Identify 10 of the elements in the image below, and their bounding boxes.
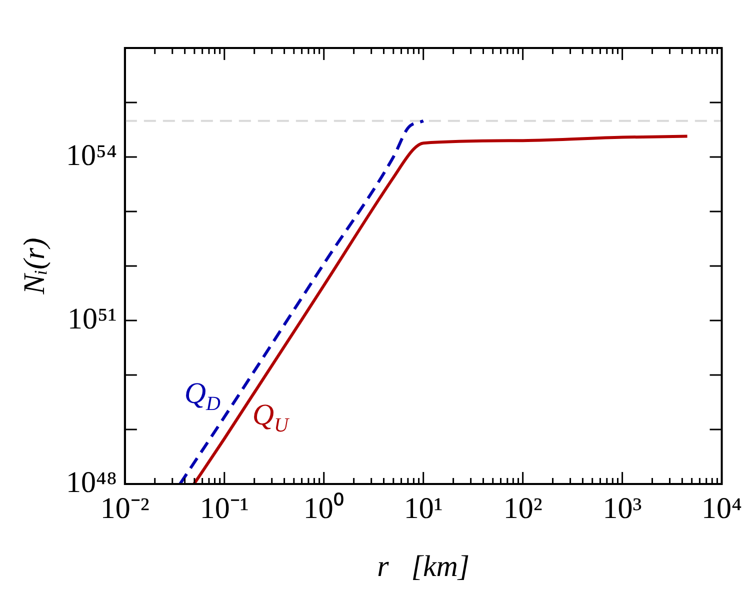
x-tick-label: 10⁰	[303, 492, 344, 525]
x-tick-label: 10³	[602, 492, 642, 525]
x-tick-label: 10⁻¹	[200, 492, 249, 525]
x-tick-label: 10⁴	[702, 492, 742, 525]
x-tick-label: 10²	[503, 492, 542, 525]
y-tick-label: 10⁵¹	[67, 302, 117, 336]
x-axis-title: r [km]	[377, 550, 470, 583]
y-axis-title: Nᵢ(r)	[18, 238, 51, 296]
y-tick-label: 10⁵⁴	[66, 138, 117, 172]
x-tick-label: 10¹	[404, 492, 443, 525]
